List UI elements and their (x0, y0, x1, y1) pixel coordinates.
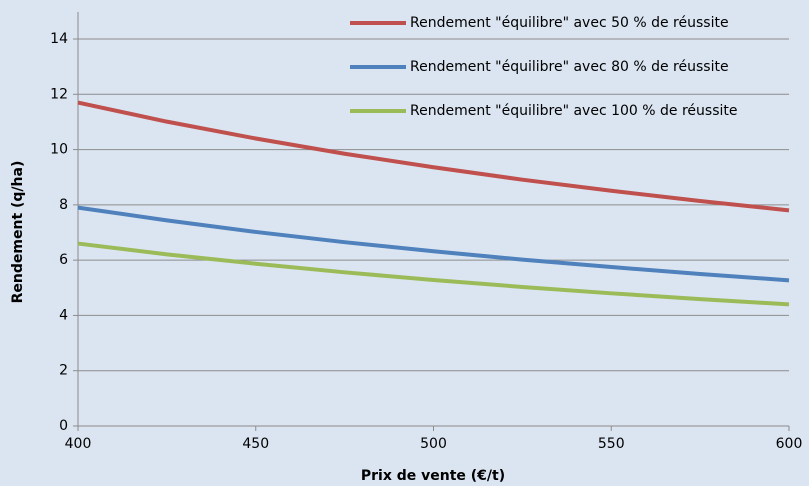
y-tick-label: 4 (59, 307, 68, 323)
legend-label: Rendement "équilibre" avec 50 % de réuss… (410, 15, 729, 31)
series-line (77, 205, 790, 283)
y-tick-label: 0 (59, 418, 68, 434)
x-tick-label: 450 (242, 436, 269, 452)
x-tick-label: 400 (65, 436, 92, 452)
series-line (77, 241, 790, 307)
x-tick-label: 600 (776, 436, 803, 452)
y-tick-label: 2 (59, 363, 68, 379)
x-axis-title: Prix de vente (€/t) (361, 468, 505, 484)
x-tick-label: 550 (598, 436, 625, 452)
y-tick-label: 10 (50, 142, 68, 158)
y-tick-label: 12 (50, 86, 68, 102)
x-tick-label: 500 (420, 436, 447, 452)
series-line (77, 100, 790, 213)
legend-label: Rendement "équilibre" avec 80 % de réuss… (410, 59, 729, 75)
y-axis-title: Rendement (q/ha) (10, 161, 26, 304)
y-tick-label: 14 (50, 31, 68, 47)
y-tick-label: 6 (59, 252, 68, 268)
y-tick-label: 8 (59, 197, 68, 213)
legend-label: Rendement "équilibre" avec 100 % de réus… (410, 103, 737, 119)
